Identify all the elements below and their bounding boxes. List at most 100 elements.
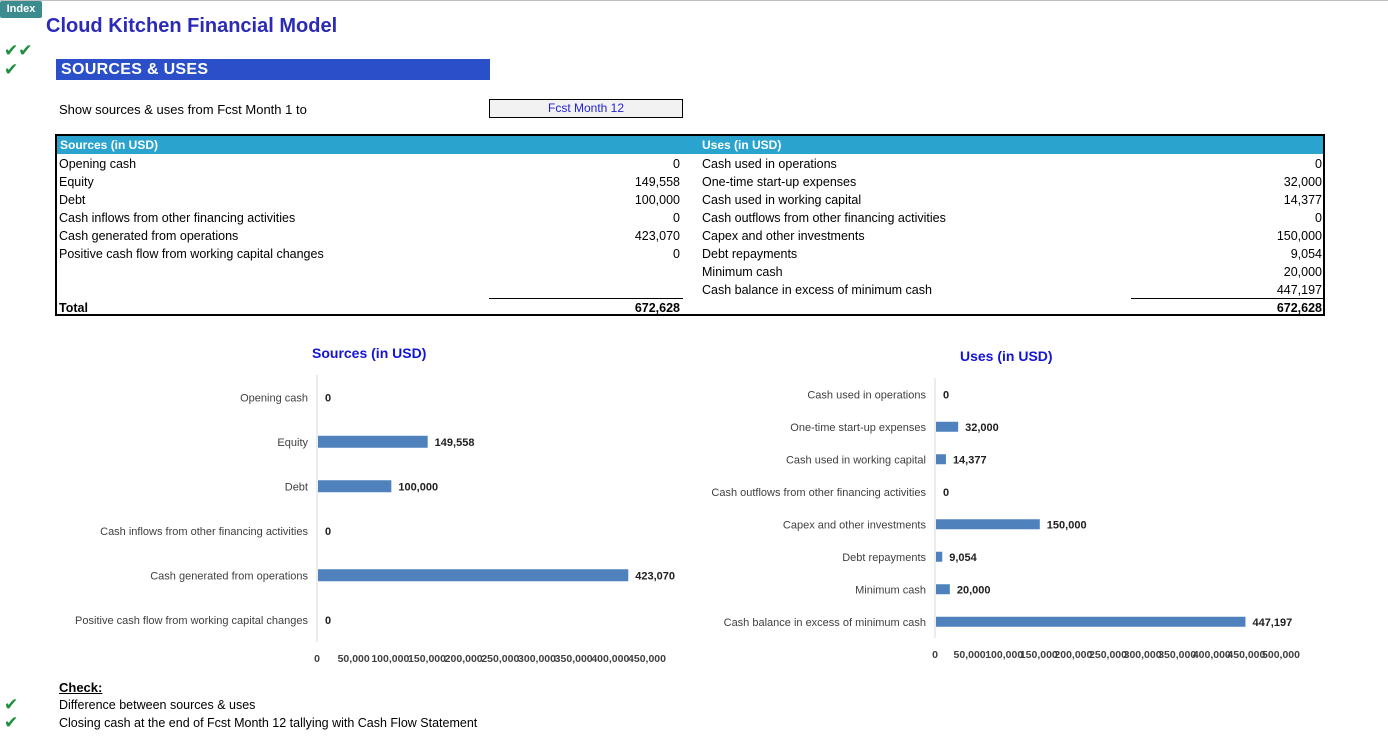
use-label: Capex and other investments [702,229,865,243]
x-tick-label: 450,000 [628,653,666,665]
data-label: 423,070 [635,570,675,582]
data-label: 150,000 [1047,519,1087,531]
sources-bar-chart: Opening cash 0 Equity 149,558 Debt 100,000 Cas… [75,375,675,665]
x-tick-label: 350,000 [555,653,593,665]
source-value: 0 [673,211,680,225]
x-tick-label: 50,000 [338,653,370,665]
use-label: Cash outflows from other financing activ… [702,211,946,225]
x-tick-label: 400,000 [591,653,629,665]
x-tick-label: 200,000 [1054,649,1092,661]
source-label: Cash generated from operations [59,229,239,243]
use-value: 20,000 [1283,265,1322,279]
check-item: Difference between sources & uses [59,698,256,712]
x-tick-label: 50,000 [954,649,986,661]
checkmark-icon: ✔ [4,695,19,714]
bar [936,421,959,432]
x-tick-label: 0 [314,653,320,665]
source-label: Opening cash [59,157,137,171]
x-tick-label: 500,000 [1262,649,1300,661]
category-label: Positive cash flow from working capital … [75,615,308,627]
x-tick-label: 200,000 [445,653,483,665]
period-selector-dropdown[interactable]: Fcst Month 12 [489,99,683,118]
x-tick-label: 250,000 [1089,649,1127,661]
total-label: Total [59,301,88,315]
top-border [0,0,1388,1]
category-label: Debt [285,481,308,493]
sources-total: 672,628 [634,301,680,315]
data-label: 0 [943,487,949,499]
data-label: 0 [943,389,949,401]
use-value: 150,000 [1276,229,1322,243]
use-value: 0 [1315,211,1322,225]
category-label: Cash used in operations [807,389,926,401]
category-label: Minimum cash [855,584,926,596]
data-label: 32,000 [965,422,999,434]
check-item: Closing cash at the end of Fcst Month 12… [59,716,478,730]
use-label: Cash balance in excess of minimum cash [702,283,932,297]
data-label: 447,197 [1252,617,1292,629]
category-label: Cash inflows from other financing activi… [100,526,308,538]
category-label: Cash generated from operations [150,570,308,582]
sources-chart-title: Sources (in USD) [312,345,427,361]
data-label: 9,054 [949,552,977,564]
x-tick-label: 350,000 [1158,649,1196,661]
sources-sum-line [489,298,683,299]
page-title: Cloud Kitchen Financial Model [46,15,338,37]
category-label: One-time start-up expenses [790,422,926,434]
bar [318,480,392,493]
x-tick-label: 300,000 [518,653,556,665]
x-tick-label: 300,000 [1124,649,1162,661]
x-tick-label: 150,000 [408,653,446,665]
x-tick-label: 100,000 [371,653,409,665]
x-tick-label: 100,000 [985,649,1023,661]
use-label: Cash used in operations [702,157,837,171]
data-label: 0 [325,615,331,627]
x-tick-label: 400,000 [1193,649,1231,661]
data-label: 149,558 [435,437,475,449]
bar [936,616,1246,627]
index-button[interactable]: Index [0,1,42,18]
category-label: Cash balance in excess of minimum cash [724,617,926,629]
x-tick-label: 450,000 [1227,649,1265,661]
source-value: 100,000 [634,193,680,207]
category-label: Debt repayments [842,552,926,564]
use-value: 14,377 [1283,193,1322,207]
category-label: Equity [277,437,308,449]
category-label: Cash outflows from other financing activ… [711,487,926,499]
use-value: 0 [1315,157,1322,171]
uses-header: Uses (in USD) [702,138,782,152]
checkmark-icon: ✔✔ [4,41,33,60]
bar [318,569,629,582]
bar [936,551,943,562]
uses-bar-chart: Cash used in operations 0 One-time start-u… [711,378,1300,661]
checkmark-icon: ✔ [4,713,19,732]
period-selector-label: Show sources & uses from Fcst Month 1 to [59,102,307,117]
x-tick-label: 250,000 [481,653,519,665]
source-label: Positive cash flow from working capital … [59,247,324,261]
source-value: 0 [673,247,680,261]
data-label: 14,377 [953,454,987,466]
use-label: One-time start-up expenses [702,175,857,189]
use-label: Cash used in working capital [702,193,862,207]
uses-total: 672,628 [1276,301,1322,315]
category-label: Opening cash [240,392,308,404]
source-label: Equity [59,175,94,189]
use-label: Minimum cash [702,265,783,279]
x-tick-label: 150,000 [1020,649,1058,661]
x-tick-label: 0 [932,649,938,661]
use-value: 447,197 [1276,283,1322,297]
bar [318,435,428,448]
uses-sum-line [1131,298,1323,299]
data-label: 0 [325,392,331,404]
table-header-bar: Sources (in USD) Uses (in USD) [57,136,1323,154]
sources-uses-table: Sources (in USD) Uses (in USD) Opening c… [55,134,1325,316]
bar [936,584,950,595]
use-value: 9,054 [1290,247,1322,261]
source-label: Debt [59,193,86,207]
check-heading: Check: [59,680,103,695]
checkmark-icon: ✔ [4,60,19,79]
source-value: 423,070 [634,229,680,243]
data-label: 100,000 [398,481,438,493]
source-value: 149,558 [634,175,680,189]
source-value: 0 [673,157,680,171]
